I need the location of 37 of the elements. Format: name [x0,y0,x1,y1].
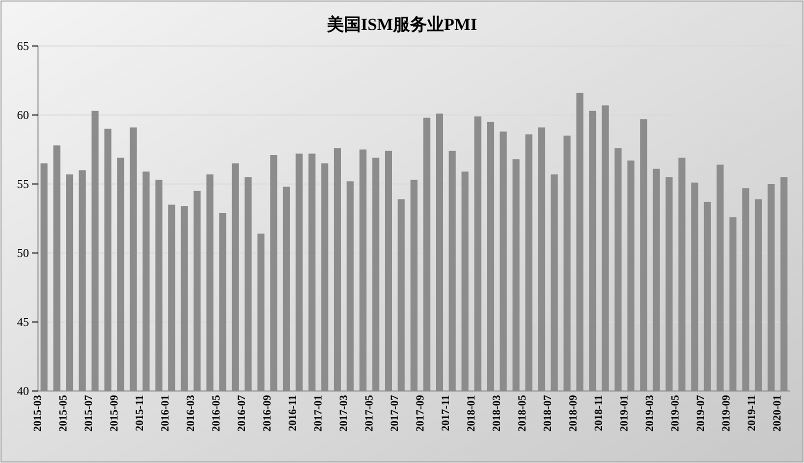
x-tick-label: 2019-09 [720,394,733,432]
x-tick-label: 2016-09 [261,394,274,432]
x-tick-label: 2015-03 [32,394,44,432]
x-tick-label: 2019-05 [670,394,682,432]
y-tick-label: 40 [17,384,29,398]
x-tick-label: 2017-11 [440,395,452,432]
x-tick-label: 2015-09 [108,394,120,432]
x-tick-label: 2020-01 [772,395,784,432]
y-tick-label: 45 [17,314,29,329]
x-tick-label: 2018-03 [490,394,503,432]
x-tick-label: 2019-11 [746,395,758,432]
x-tick-label: 2016-01 [159,395,172,432]
x-tick-label: 2019-03 [644,394,656,432]
x-tick-label: 2016-11 [286,395,299,432]
y-tick-label: 60 [17,108,29,122]
x-tick-label: 2018-07 [542,394,554,432]
y-tick-label: 50 [17,246,29,260]
x-tick-label: 2018-05 [516,394,529,432]
x-tick-label: 2016-05 [210,394,222,432]
y-tick-label: 55 [17,176,29,191]
x-tick-label: 2019-07 [695,394,708,432]
x-tick-label: 2015-05 [57,394,70,432]
x-tick-label: 2017-05 [363,394,376,432]
chart-title: 美国ISM服务业PMI [326,15,478,34]
x-tick-label: 2017-01 [312,395,324,432]
x-tick-label: 2017-03 [338,394,350,432]
x-tick-label: 2018-09 [568,394,580,432]
x-tick-label: 2018-11 [593,395,606,432]
y-tick-label: 65 [17,38,29,53]
x-tick-label: 2015-11 [134,395,146,432]
x-tick-label: 2016-07 [236,394,248,432]
x-tick-label: 2016-03 [184,394,197,432]
x-tick-label: 2018-01 [465,395,478,432]
x-tick-label: 2017-07 [388,394,401,432]
x-tick-label: 2017-09 [414,394,426,432]
x-tick-label: 2015-07 [82,394,95,432]
x-tick-label: 2019-01 [618,395,631,432]
